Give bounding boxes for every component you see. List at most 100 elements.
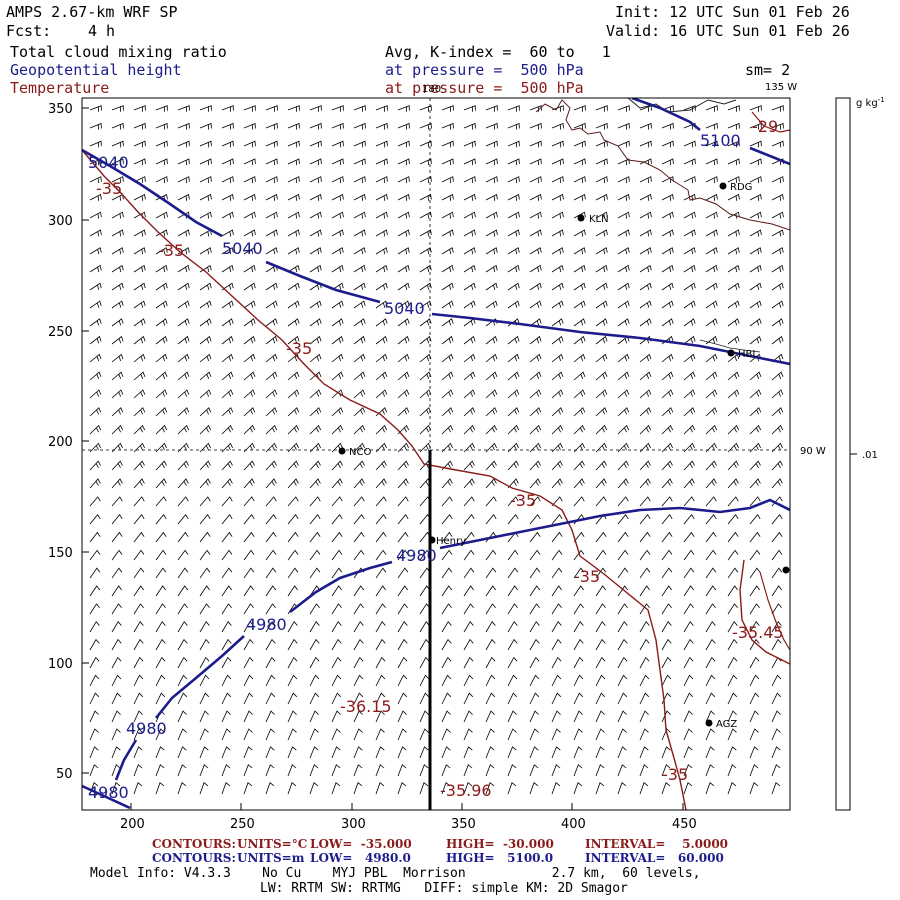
wind-barb <box>529 335 542 345</box>
wind-barb <box>89 460 101 471</box>
wind-barb <box>463 585 475 597</box>
wind-barb <box>573 764 583 777</box>
wind-barb <box>375 211 388 219</box>
wind-barb <box>419 335 432 345</box>
wind-barb <box>507 710 517 723</box>
wind-barb <box>199 424 212 435</box>
wind-barb <box>89 549 101 561</box>
wind-barb <box>331 300 344 309</box>
wind-barb <box>199 674 210 687</box>
wind-barb <box>243 656 254 669</box>
wind-barb <box>133 140 146 148</box>
wind-barb <box>595 158 608 166</box>
x-tick-label: 200 <box>120 817 145 832</box>
wind-barb <box>419 176 432 184</box>
wind-barb <box>507 211 520 219</box>
wind-barb <box>617 211 630 219</box>
wind-barb <box>749 371 762 381</box>
wind-barb <box>529 193 542 201</box>
wind-barb <box>287 478 299 489</box>
model-info-physics: LW: RRTM SW: RRTMG DIFF: simple KM: 2D S… <box>260 881 628 896</box>
wind-barb <box>749 496 761 507</box>
wind-barb <box>683 211 696 219</box>
height-contour-5040-c <box>431 312 790 366</box>
wind-barb <box>243 407 256 417</box>
plot-frame <box>81 97 791 811</box>
wind-barb <box>375 140 388 148</box>
wind-barb <box>199 728 209 741</box>
wind-barb <box>441 603 452 615</box>
wind-barb <box>133 389 146 399</box>
wind-barb <box>441 782 451 795</box>
wind-barb <box>375 764 385 777</box>
wind-barb <box>463 692 474 705</box>
wind-barb <box>243 514 255 525</box>
station-dot-agz <box>705 719 713 727</box>
wind-barb <box>771 424 784 435</box>
wind-barb <box>353 692 364 705</box>
wind-barb <box>485 460 497 471</box>
wind-barb <box>749 158 762 166</box>
coastline-north <box>535 99 790 231</box>
wind-barb <box>683 496 695 507</box>
wind-barb <box>265 496 277 507</box>
wind-barb <box>331 585 343 597</box>
temperature-label: -35 <box>662 765 688 784</box>
wind-barb <box>375 335 388 345</box>
wind-barb <box>551 692 562 705</box>
wind-barb <box>727 335 740 345</box>
wind-barb <box>221 247 234 255</box>
wind-barb <box>551 407 564 417</box>
wind-barb <box>397 229 410 237</box>
wind-barb <box>221 282 234 291</box>
wind-barb <box>683 567 695 579</box>
wind-barb <box>133 353 146 363</box>
wind-barb <box>485 478 497 489</box>
station-dot-nco <box>338 447 346 455</box>
x-tick-label: 350 <box>451 817 476 832</box>
wind-barb <box>331 424 344 435</box>
wind-barb <box>749 710 759 723</box>
wind-barb <box>771 264 784 273</box>
wind-barb <box>441 264 454 273</box>
wind-barb <box>749 211 762 219</box>
wind-barb <box>661 710 671 723</box>
wind-barb <box>419 585 431 597</box>
wind-barb <box>243 264 256 273</box>
wind-barb <box>661 514 673 525</box>
wind-barb <box>287 746 297 759</box>
wind-barb <box>573 638 584 651</box>
wind-barb <box>133 746 143 759</box>
height-units: UNITS=m <box>237 851 305 865</box>
wind-barb <box>353 496 365 507</box>
wind-barb <box>463 105 476 112</box>
wind-barb <box>727 158 740 166</box>
wind-barb <box>617 122 630 130</box>
station-label-henry: Henry <box>436 536 466 547</box>
wind-barb <box>111 122 124 130</box>
wind-barb <box>661 300 674 309</box>
wind-barb <box>507 335 520 345</box>
wind-barb <box>463 478 475 489</box>
wind-barb <box>309 764 319 777</box>
wind-barb <box>331 371 344 381</box>
wind-barb <box>419 282 432 291</box>
wind-barb <box>265 710 275 723</box>
wind-barb <box>155 300 168 309</box>
wind-barb <box>397 371 410 381</box>
wind-barb <box>419 105 432 112</box>
wind-barb <box>243 442 255 453</box>
wind-barb <box>551 371 564 381</box>
wind-barb <box>89 105 102 112</box>
wind-barb <box>177 105 190 112</box>
wind-barb <box>397 496 409 507</box>
wind-barb <box>309 710 319 723</box>
wind-barb <box>243 478 255 489</box>
wind-barb <box>243 140 256 148</box>
wind-barb <box>617 442 629 453</box>
wind-barb <box>661 105 674 112</box>
y-tick-label: 250 <box>48 325 73 340</box>
wind-barb <box>771 122 784 130</box>
wind-barb <box>463 460 475 471</box>
height-contour-5100-a <box>631 98 701 132</box>
